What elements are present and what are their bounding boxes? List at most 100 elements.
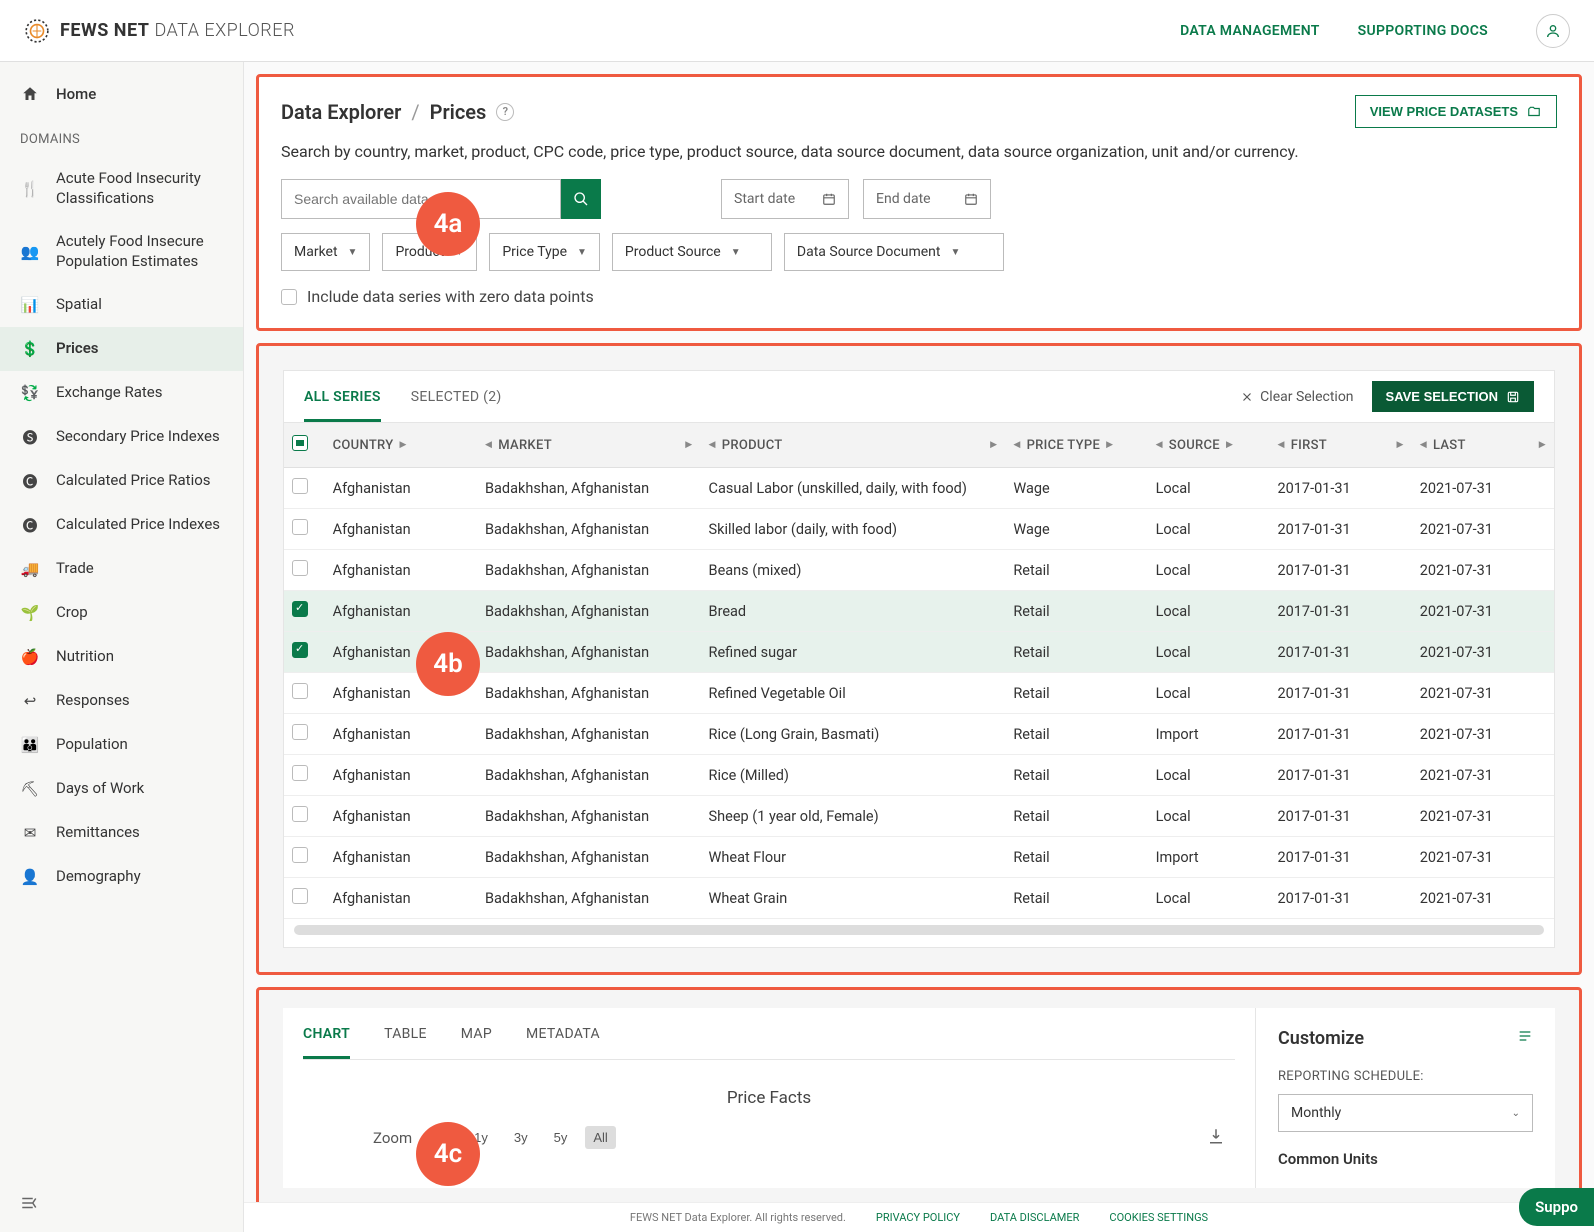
table-row[interactable]: AfghanistanBadakhshan, AfghanistanWheat … <box>284 837 1554 878</box>
table-row[interactable]: AfghanistanBadakhshan, AfghanistanRice (… <box>284 755 1554 796</box>
col-first[interactable]: ◀FIRST▶ <box>1277 438 1403 453</box>
col-last[interactable]: ◀LAST▶ <box>1420 438 1546 453</box>
row-checkbox[interactable] <box>292 478 308 494</box>
reporting-schedule-dropdown[interactable]: Monthly ⌄ <box>1278 1094 1533 1132</box>
data-source-doc-dropdown[interactable]: Data Source Document▼ <box>784 233 1004 271</box>
table-row[interactable]: AfghanistanBadakhshan, AfghanistanSheep … <box>284 796 1554 837</box>
row-checkbox[interactable] <box>292 683 308 699</box>
sidebar-item-label: Population <box>56 735 128 755</box>
col-country[interactable]: COUNTRY▶ <box>333 438 469 453</box>
start-date-input[interactable]: Start date <box>721 179 849 219</box>
product-source-dropdown[interactable]: Product Source▼ <box>612 233 772 271</box>
end-date-input[interactable]: End date <box>863 179 991 219</box>
chart-tab-chart[interactable]: CHART <box>303 1008 350 1059</box>
footer-disclaimer[interactable]: DATA DISCLAMER <box>990 1211 1079 1224</box>
sidebar-item-responses[interactable]: ↩Responses <box>0 679 243 723</box>
col-product[interactable]: ◀PRODUCT▶ <box>709 438 998 453</box>
sidebar-item-demography[interactable]: 👤Demography <box>0 855 243 899</box>
nav-data-management[interactable]: DATA MANAGEMENT <box>1180 23 1320 39</box>
sidebar-home[interactable]: Home <box>0 72 243 116</box>
table-row[interactable]: AfghanistanBadakhshan, AfghanistanBeans … <box>284 550 1554 591</box>
cell-country: Afghanistan <box>325 837 477 878</box>
include-zero-checkbox-row[interactable]: Include data series with zero data point… <box>281 287 1557 306</box>
row-checkbox[interactable] <box>292 560 308 576</box>
col-price-type[interactable]: ◀PRICE TYPE▶ <box>1013 438 1139 453</box>
footer-privacy[interactable]: PRIVACY POLICY <box>876 1211 960 1224</box>
sidebar-item-calculated-price-ratios[interactable]: 🅒Calculated Price Ratios <box>0 459 243 503</box>
zoom-5y[interactable]: 5y <box>546 1126 576 1149</box>
market-dropdown[interactable]: Market▼ <box>281 233 370 271</box>
cell-product: Beans (mixed) <box>701 550 1006 591</box>
sidebar-item-days-of-work[interactable]: ⛏Days of Work <box>0 767 243 811</box>
table-row[interactable]: AfghanistanBadakhshan, AfghanistanRice (… <box>284 714 1554 755</box>
sidebar-item-secondary-price-indexes[interactable]: 🅢Secondary Price Indexes <box>0 415 243 459</box>
sidebar-item-label: Nutrition <box>56 647 114 667</box>
profile-button[interactable] <box>1536 14 1570 48</box>
cell-product: Refined Vegetable Oil <box>701 673 1006 714</box>
tab-selected[interactable]: SELECTED (2) <box>411 371 502 422</box>
sidebar-item-trade[interactable]: 🚚Trade <box>0 547 243 591</box>
table-row[interactable]: AfghanistanBadakhshan, AfghanistanCasual… <box>284 468 1554 509</box>
save-selection-button[interactable]: SAVE SELECTION <box>1372 381 1534 412</box>
cell-product: Rice (Long Grain, Basmati) <box>701 714 1006 755</box>
sidebar-item-exchange-rates[interactable]: 💱Exchange Rates <box>0 371 243 415</box>
cell-price-type: Retail <box>1005 591 1147 632</box>
footer-cookies[interactable]: COOKIES SETTINGS <box>1109 1211 1208 1224</box>
sidebar-item-label: Prices <box>56 339 99 359</box>
sidebar-item-nutrition[interactable]: 🍎Nutrition <box>0 635 243 679</box>
app-header: FEWS NET DATA EXPLORER DATA MANAGEMENT S… <box>0 0 1594 62</box>
clear-selection-button[interactable]: Clear Selection <box>1240 389 1353 405</box>
row-checkbox[interactable] <box>292 724 308 740</box>
row-checkbox[interactable] <box>292 806 308 822</box>
search-button[interactable] <box>561 179 601 219</box>
sidebar-icon: 👥 <box>20 242 40 262</box>
cell-price-type: Retail <box>1005 632 1147 673</box>
col-source[interactable]: ◀SOURCE▶ <box>1156 438 1262 453</box>
sidebar-item-spatial[interactable]: 📊Spatial <box>0 283 243 327</box>
row-checkbox[interactable] <box>292 847 308 863</box>
chart-tab-table[interactable]: TABLE <box>384 1008 427 1059</box>
table-row[interactable]: AfghanistanBadakhshan, AfghanistanSkille… <box>284 509 1554 550</box>
cell-source: Local <box>1148 796 1270 837</box>
price-type-dropdown[interactable]: Price Type▼ <box>489 233 600 271</box>
support-button[interactable]: Suppo <box>1519 1188 1594 1226</box>
tab-all-series[interactable]: ALL SERIES <box>304 371 381 422</box>
sidebar-item-prices[interactable]: 💲 Prices <box>0 327 243 371</box>
horizontal-scrollbar[interactable] <box>294 925 1544 935</box>
table-row[interactable]: AfghanistanBadakhshan, AfghanistanBreadR… <box>284 591 1554 632</box>
header-checkbox[interactable] <box>292 435 308 451</box>
logo[interactable]: FEWS NET DATA EXPLORER <box>24 18 295 44</box>
sidebar-item-label: Calculated Price Indexes <box>56 515 220 535</box>
view-price-datasets-button[interactable]: VIEW PRICE DATASETS <box>1355 95 1557 128</box>
row-checkbox[interactable] <box>292 765 308 781</box>
zoom-3y[interactable]: 3y <box>506 1126 536 1149</box>
sidebar-item-calculated-price-indexes[interactable]: 🅒Calculated Price Indexes <box>0 503 243 547</box>
cell-first: 2017-01-31 <box>1269 796 1411 837</box>
content-area: Data Explorer / Prices ? VIEW PRICE DATA… <box>244 62 1594 1232</box>
breadcrumb-root[interactable]: Data Explorer <box>281 100 401 124</box>
cell-product: Rice (Milled) <box>701 755 1006 796</box>
chart-tab-metadata[interactable]: METADATA <box>526 1008 600 1059</box>
breadcrumb-current: Prices <box>430 100 487 124</box>
sidebar-item-remittances[interactable]: ✉Remittances <box>0 811 243 855</box>
row-checkbox[interactable] <box>292 642 308 658</box>
row-checkbox[interactable] <box>292 519 308 535</box>
sidebar-icon: 💲 <box>20 339 40 359</box>
nav-supporting-docs[interactable]: SUPPORTING DOCS <box>1358 23 1488 39</box>
zoom-all[interactable]: All <box>585 1126 615 1149</box>
col-market[interactable]: ◀MARKET▶ <box>485 438 693 453</box>
download-icon[interactable] <box>1207 1127 1225 1149</box>
list-icon[interactable] <box>1517 1028 1533 1049</box>
sidebar-item-population[interactable]: 👪Population <box>0 723 243 767</box>
chart-tab-map[interactable]: MAP <box>461 1008 492 1059</box>
row-checkbox[interactable] <box>292 888 308 904</box>
breadcrumb: Data Explorer / Prices ? <box>281 100 514 124</box>
help-icon[interactable]: ? <box>496 103 514 121</box>
sidebar-item-acutely-food-insecure-population-estimates[interactable]: 👥Acutely Food Insecure Population Estima… <box>0 220 243 283</box>
sidebar-item-crop[interactable]: 🌱Crop <box>0 591 243 635</box>
sidebar-home-label: Home <box>56 85 96 103</box>
sidebar-collapse-button[interactable] <box>20 1194 38 1216</box>
table-row[interactable]: AfghanistanBadakhshan, AfghanistanWheat … <box>284 878 1554 919</box>
row-checkbox[interactable] <box>292 601 308 617</box>
sidebar-item-acute-food-insecurity-classifications[interactable]: 🍴Acute Food Insecurity Classifications <box>0 157 243 220</box>
